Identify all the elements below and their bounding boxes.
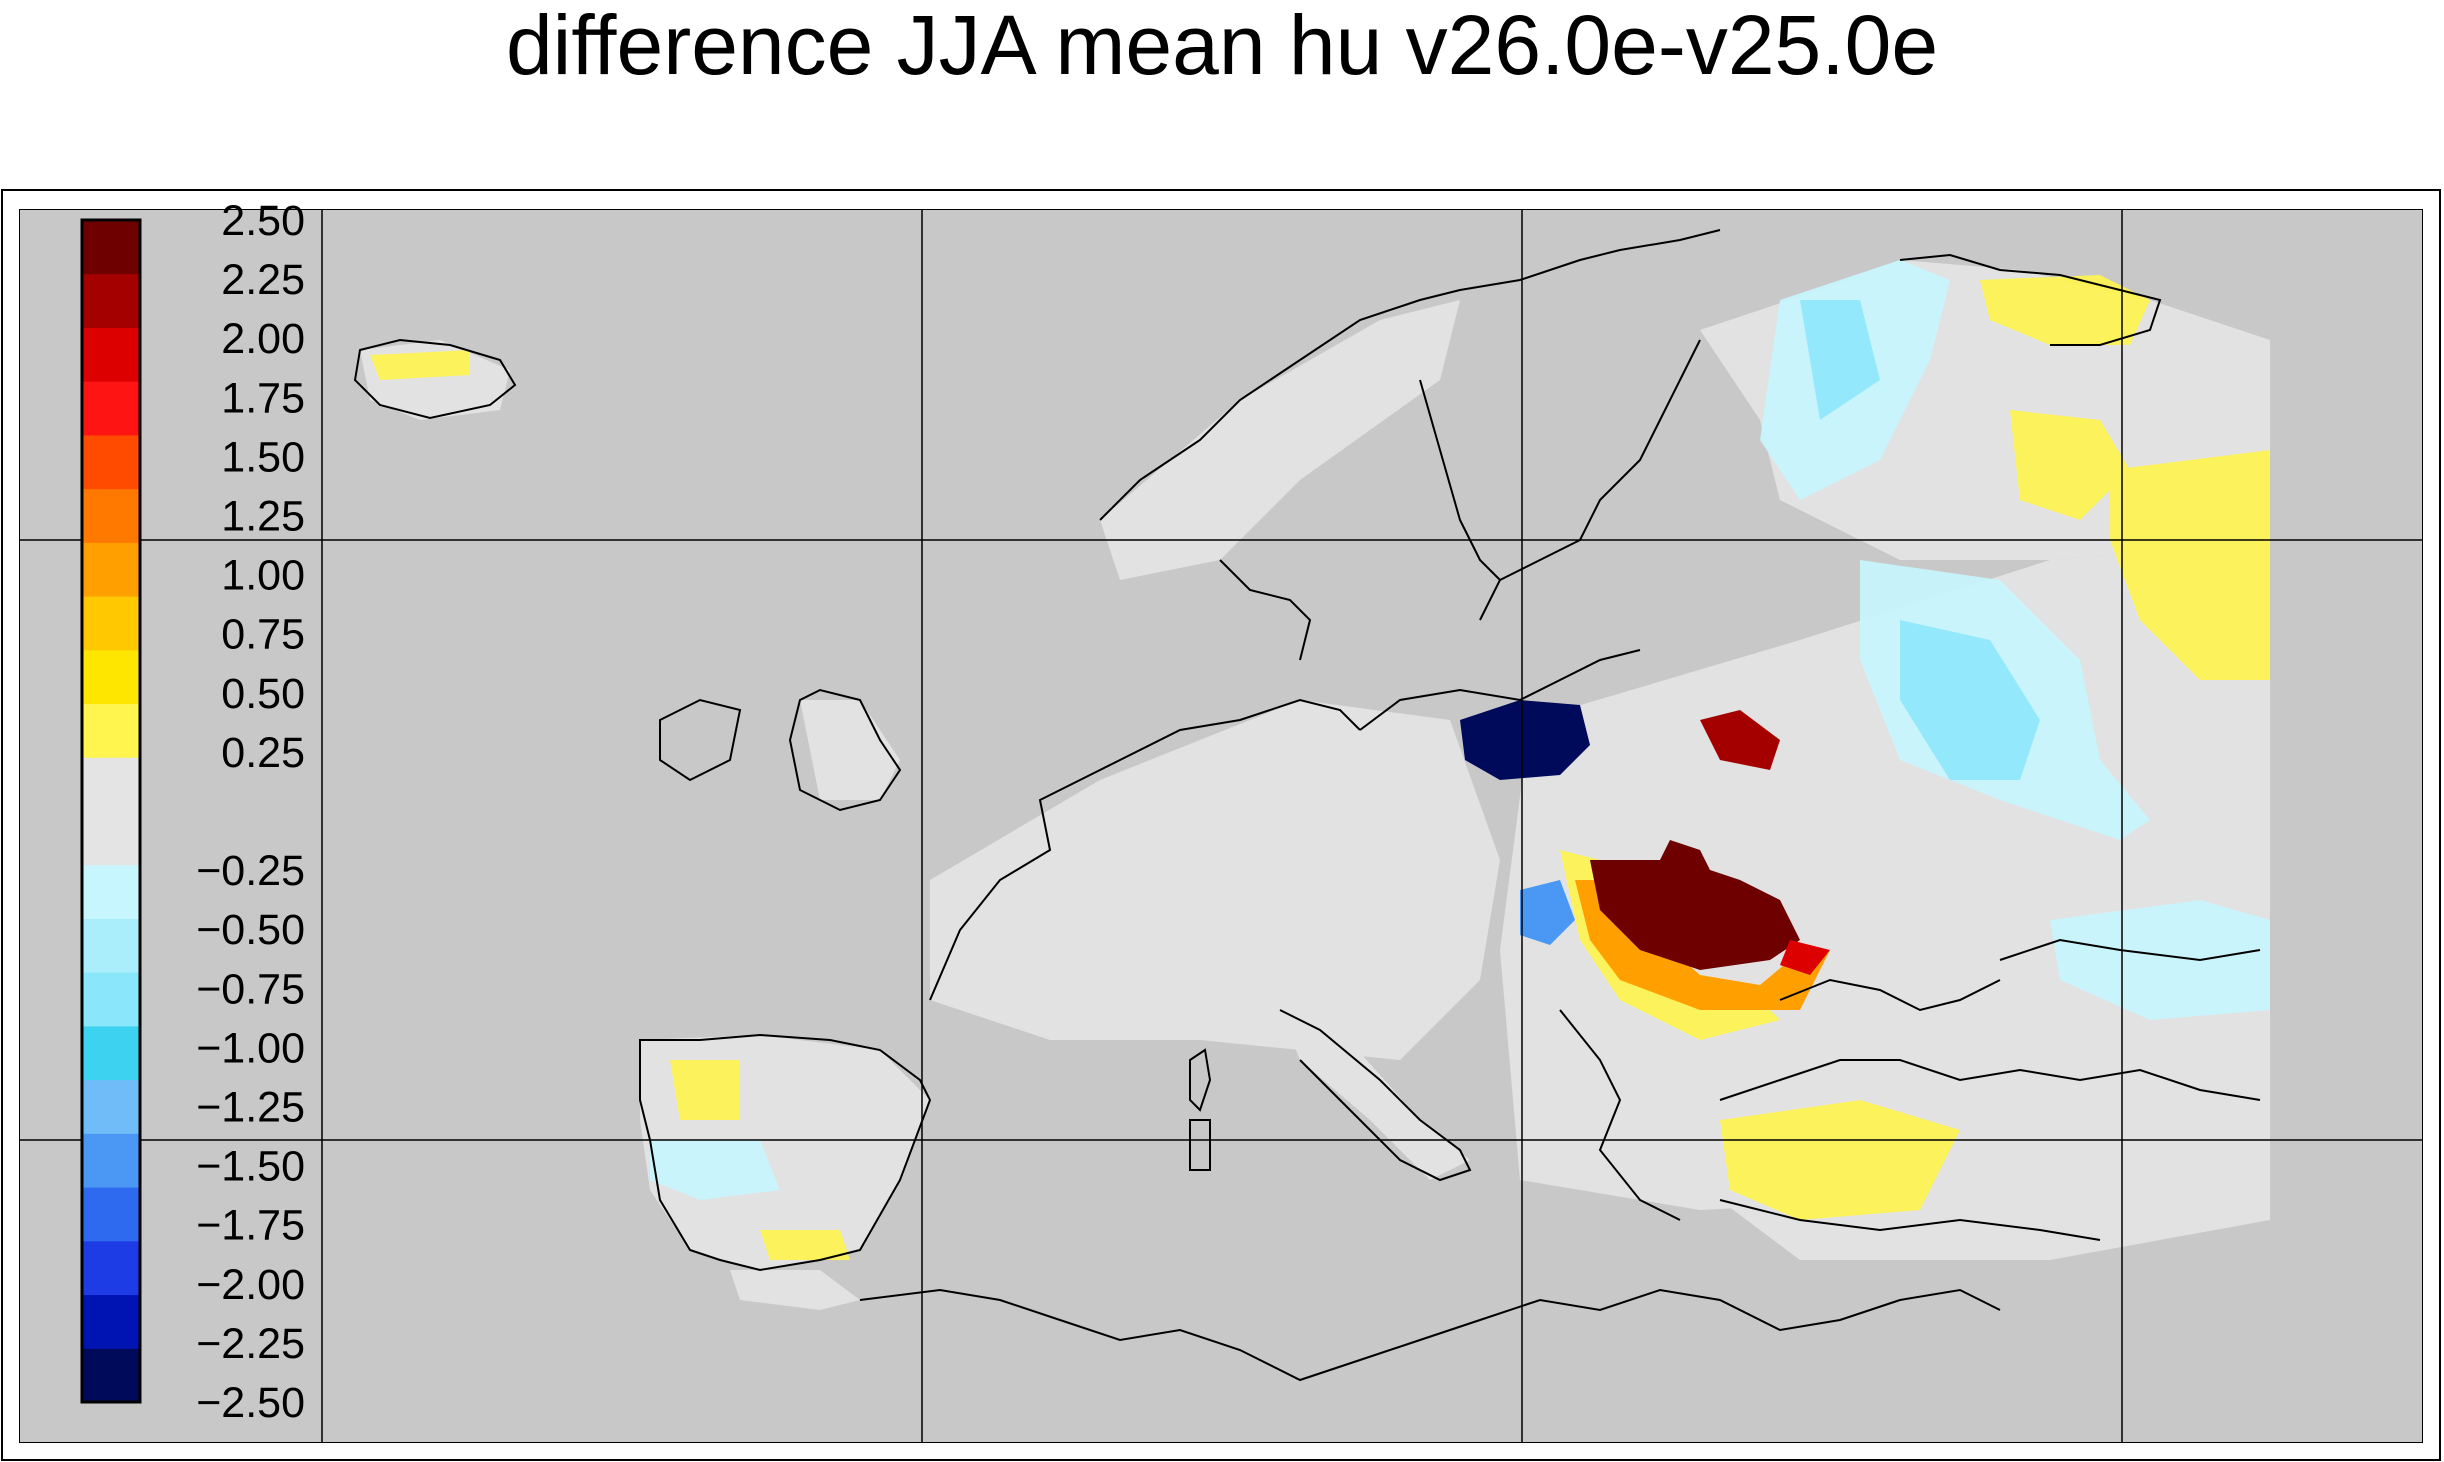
- colorbar-label: −1.00: [196, 1024, 305, 1072]
- colorbar-label: 1.00: [221, 552, 305, 600]
- colorbar-label: 0.25: [221, 729, 305, 777]
- colorbar-label: 1.25: [221, 493, 305, 541]
- colorbar-box: [82, 1187, 140, 1242]
- colorbar-label: 2.25: [221, 256, 305, 304]
- coastlines: [353, 229, 2261, 1382]
- colorbar-box: [82, 972, 140, 1027]
- colorbar-box: [82, 1240, 140, 1296]
- negative-anomaly-medium: [1800, 300, 2040, 780]
- colorbar-box: [82, 1025, 140, 1081]
- colorbar-label: −1.25: [196, 1084, 305, 1132]
- colorbar-box: [82, 703, 140, 758]
- colorbar-box: [82, 918, 140, 973]
- colorbar-label: −2.00: [196, 1261, 305, 1309]
- colorbar-box: [82, 542, 140, 597]
- colorbar-box: [82, 434, 140, 490]
- graticule: [20, 210, 2422, 1442]
- positive-anomaly-darkred: [1590, 710, 1830, 975]
- colorbar-label: −2.25: [196, 1320, 305, 1368]
- colorbar-label: −1.50: [196, 1143, 305, 1191]
- colorbar-label: 2.50: [221, 197, 305, 245]
- negative-anomaly-strong: [1460, 700, 1590, 945]
- colorbar-label: 0.50: [221, 670, 305, 718]
- colorbar-label: 1.75: [221, 374, 305, 422]
- colorbar-label: −1.75: [196, 1202, 305, 1250]
- colorbar-box: [82, 1079, 140, 1134]
- colorbar-box: [82, 864, 140, 919]
- colorbar-box: [82, 757, 140, 812]
- colorbar-box: [82, 220, 140, 275]
- colorbar-label: 2.00: [221, 315, 305, 363]
- colorbar-box: [82, 649, 140, 705]
- colorbar-label: −0.75: [196, 965, 305, 1013]
- map-title: difference JJA mean hu v26.0e-v25.0e: [505, 0, 1939, 92]
- colorbar: −2.50 −2.25 −2.00 −1.75 −1.50 −1.25 −1.00 −0.75…: [80, 197, 305, 1427]
- colorbar-box: [82, 1348, 140, 1403]
- colorbar-label: 0.75: [221, 611, 305, 659]
- colorbar-labels: −2.50 −2.25 −2.00 −1.75 −1.50 −1.25 −1.00 −0.75…: [196, 197, 305, 1427]
- colorbar-box: [82, 811, 140, 866]
- colorbar-label: 1.50: [221, 433, 305, 481]
- colorbar-boxes: [82, 220, 140, 1403]
- positive-anomaly-yellow: [370, 275, 2270, 1260]
- outer-frame: [1, 189, 2441, 1461]
- colorbar-box: [82, 327, 140, 382]
- colorbar-box: [82, 1294, 140, 1349]
- colorbar-border: [80, 218, 142, 1404]
- colorbar-box: [82, 1133, 140, 1188]
- colorbar-box: [82, 381, 140, 436]
- map-panel: [20, 210, 2422, 1442]
- colorbar-box: [82, 596, 140, 651]
- colorbar-box: [82, 273, 140, 328]
- colorbar-label: −2.50: [196, 1379, 305, 1427]
- colorbar-label: −0.25: [196, 847, 305, 895]
- colorbar-label: −0.50: [196, 906, 305, 954]
- colorbar-box: [82, 488, 140, 543]
